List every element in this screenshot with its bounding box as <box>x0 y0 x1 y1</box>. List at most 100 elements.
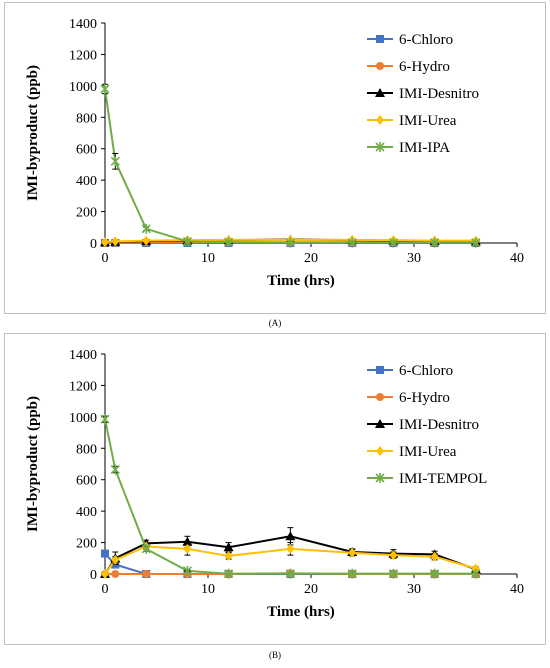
legend-label: IMI-Desnitro <box>399 86 479 102</box>
y-tick-label: 1000 <box>69 80 97 95</box>
data-point <box>141 543 151 554</box>
legend-entry: 6-Chloro <box>367 32 453 48</box>
legend-label: 6-Hydro <box>399 59 450 75</box>
legend-marker <box>375 473 385 483</box>
y-tick-label: 1400 <box>69 17 97 32</box>
data-point <box>285 237 295 248</box>
y-tick-label: 0 <box>90 237 97 252</box>
x-tick-label: 30 <box>407 582 421 597</box>
legend-marker <box>375 419 385 428</box>
y-tick-label: 1200 <box>69 48 97 63</box>
data-point <box>388 237 398 248</box>
data-point <box>223 542 234 552</box>
data-point <box>182 236 192 247</box>
y-tick-label: 800 <box>76 442 97 457</box>
series-imi-ipa <box>100 83 481 248</box>
series-line <box>104 88 476 244</box>
legend-label: IMI-TEMPOL <box>399 471 487 487</box>
legend-marker <box>376 366 384 374</box>
series-line <box>104 238 476 244</box>
y-tick-label: 400 <box>76 505 97 520</box>
legend-marker <box>376 393 384 401</box>
y-tick-label: 800 <box>76 111 97 126</box>
data-point <box>285 568 295 579</box>
y-tick-label: 600 <box>76 474 97 489</box>
y-tick-label: 600 <box>76 143 97 158</box>
series-line <box>104 419 476 575</box>
data-point <box>389 550 398 561</box>
data-point <box>142 235 151 246</box>
data-point <box>347 568 357 579</box>
y-tick-label: 1000 <box>69 411 97 426</box>
legend-entry: IMI-Urea <box>367 113 457 129</box>
data-point <box>224 550 233 561</box>
legend-label: 6-Chloro <box>399 32 453 48</box>
legend-entry: IMI-Desnitro <box>367 417 479 433</box>
x-tick-label: 40 <box>510 251 524 266</box>
data-point <box>347 237 357 248</box>
data-point <box>182 536 193 546</box>
y-tick-label: 400 <box>76 174 97 189</box>
caption-b: (B) <box>269 650 281 660</box>
legend-label: 6-Chloro <box>399 363 453 379</box>
series-line <box>104 545 477 575</box>
data-point <box>430 237 440 248</box>
legend-marker <box>375 142 385 152</box>
series-imi-tempol <box>100 414 481 579</box>
data-point <box>111 554 120 565</box>
legend-entry: IMI-TEMPOL <box>367 471 487 487</box>
legend-label: IMI-Urea <box>399 113 457 129</box>
legend-label: IMI-IPA <box>399 140 450 156</box>
data-point <box>101 549 109 558</box>
legend-marker <box>376 62 384 70</box>
data-point <box>285 531 296 541</box>
x-tick-label: 0 <box>102 582 109 597</box>
data-point <box>286 543 295 554</box>
legend-label: IMI-Urea <box>399 444 457 460</box>
y-tick-label: 1200 <box>69 379 97 394</box>
chart-panel-b: 0 200 400 600 800 1000 1200 1400 0 10 20 30 40 Time (… <box>4 333 546 645</box>
data-point <box>111 236 120 247</box>
series-line <box>104 535 477 575</box>
data-point <box>110 156 120 167</box>
data-point <box>388 568 398 579</box>
x-tick-label: 40 <box>510 582 524 597</box>
legend-marker <box>376 35 384 43</box>
y-axis-title: IMI-byproduct (ppb) <box>25 65 41 201</box>
legend-label: 6-Hydro <box>399 390 450 406</box>
legend-marker <box>375 88 385 97</box>
legend-entry: 6-Hydro <box>367 59 450 75</box>
data-point <box>430 551 439 562</box>
data-point <box>224 568 234 579</box>
data-point <box>182 565 192 576</box>
data-point <box>183 543 192 554</box>
data-point <box>100 84 110 94</box>
data-point <box>348 547 357 558</box>
data-point <box>110 464 120 475</box>
legend-entry: 6-Hydro <box>367 390 450 406</box>
x-tick-label: 10 <box>201 582 215 597</box>
y-tick-label: 200 <box>76 537 97 552</box>
data-point <box>471 568 481 579</box>
x-tick-label: 0 <box>102 251 109 266</box>
caption-a: (A) <box>268 318 282 328</box>
data-point <box>111 570 120 578</box>
x-tick-label: 20 <box>304 582 318 597</box>
y-tick-label: 1400 <box>69 348 97 363</box>
x-tick-label: 20 <box>304 251 318 266</box>
y-axis-title: IMI-byproduct (ppb) <box>25 396 41 532</box>
x-axis-title: Time (hrs) <box>267 604 335 620</box>
chart-a: 0 200 400 600 800 1000 1200 1400 0 10 20 30 40 Time (… <box>25 17 524 289</box>
legend-marker <box>376 115 384 125</box>
x-tick-label: 10 <box>201 251 215 266</box>
legend-label: IMI-Desnitro <box>399 417 479 433</box>
data-point <box>471 237 481 248</box>
x-tick-label: 30 <box>407 251 421 266</box>
chart-panel-a: 0 200 400 600 800 1000 1200 1400 0 10 20 30 40 Time (… <box>4 2 546 314</box>
y-tick-label: 200 <box>76 206 97 221</box>
x-axis-title: Time (hrs) <box>267 273 335 289</box>
data-point <box>224 237 234 248</box>
legend-entry: 6-Chloro <box>367 363 453 379</box>
data-point <box>101 237 109 248</box>
legend-marker <box>376 446 384 456</box>
